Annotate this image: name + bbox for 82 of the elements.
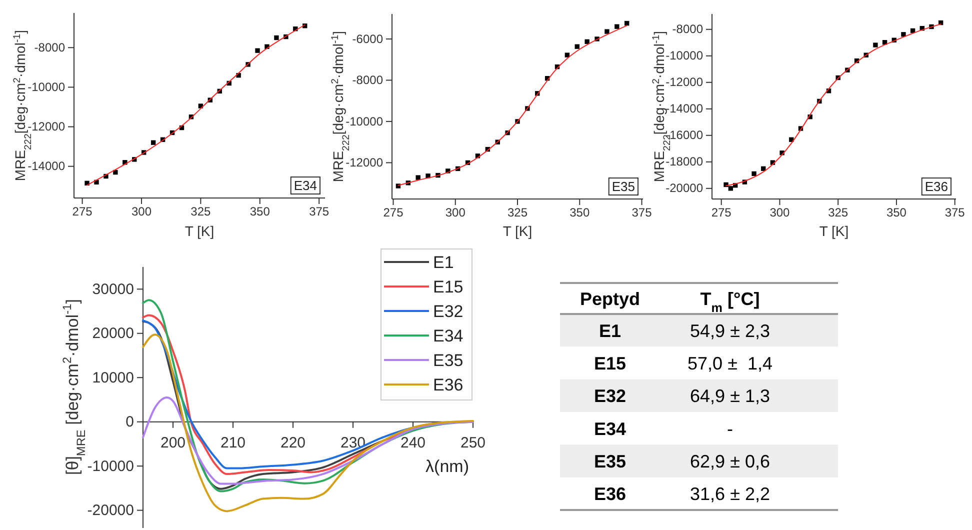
x-axis-title: λ(nm) <box>426 457 469 476</box>
y-tick-label: -6000 <box>352 32 384 46</box>
point <box>255 48 260 53</box>
x-axis-title: T [K] <box>819 223 849 239</box>
point <box>624 20 630 26</box>
y-tick-label: -8000 <box>672 22 704 36</box>
x-axis-title: T [K] <box>502 223 532 239</box>
point <box>752 171 756 176</box>
point <box>614 24 620 29</box>
y-tick-label: -12000 <box>666 75 704 90</box>
text: 31,6 ± 2,2 <box>690 484 770 504</box>
y-tick-label: -20000 <box>87 502 134 520</box>
y-tick-label: 0 <box>126 414 134 431</box>
category-label: E32 <box>594 386 626 406</box>
x-tick-label: 325 <box>190 204 212 219</box>
text: T$_{m}$ [°C] <box>700 288 760 315</box>
legend-label: E15 <box>433 278 464 297</box>
y-tick-label: -12000 <box>346 156 384 170</box>
text: Peptyd <box>580 288 640 309</box>
x-tick-label: 275 <box>711 206 732 220</box>
category-label: E34 <box>594 418 626 439</box>
point <box>604 29 610 34</box>
x-tick-label: 350 <box>250 204 270 219</box>
x-tick-label: 375 <box>309 204 330 219</box>
text: 54,9 ± 2,3 <box>690 320 770 341</box>
point <box>574 44 580 49</box>
x-tick-label: 300 <box>131 204 152 219</box>
annotation: E35 <box>612 179 635 194</box>
legend-label: E32 <box>433 302 464 322</box>
x-tick-label: 220 <box>280 434 306 452</box>
y-tick-label: 10000 <box>92 369 134 386</box>
y-tick-label: -14000 <box>28 159 66 174</box>
y-tick-label: -10000 <box>28 80 66 94</box>
y-tick-label: -10000 <box>346 114 384 128</box>
x-tick-label: 240 <box>400 434 426 452</box>
x-tick-label: 275 <box>383 206 404 220</box>
x-tick-label: 300 <box>770 206 790 220</box>
x-tick-label: 325 <box>507 206 528 220</box>
category-label: E35 <box>594 451 626 472</box>
annotation: E34 <box>294 178 317 193</box>
point <box>873 42 878 48</box>
x-tick-label: 325 <box>828 206 848 220</box>
x-tick-label: 350 <box>886 206 907 220</box>
text: 62,9 ± 0,6 <box>690 451 770 472</box>
x-tick-label: 350 <box>570 206 590 220</box>
x-tick-label: 250 <box>460 434 486 452</box>
category-label: E1 <box>598 320 622 341</box>
point <box>728 186 734 191</box>
y-tick-label: -12000 <box>28 120 66 134</box>
x-tick-label: 275 <box>72 204 93 219</box>
y-tick-label: -10000 <box>87 458 134 475</box>
legend-label: E34 <box>433 326 464 346</box>
x-tick-label: 375 <box>632 206 652 220</box>
category-label: E15 <box>594 353 626 374</box>
y-tick-label: -10000 <box>666 48 704 63</box>
y-tick-label: -8000 <box>34 40 66 54</box>
point <box>274 35 279 40</box>
point <box>901 32 906 37</box>
y-tick-label: -14000 <box>666 102 704 116</box>
legend-label: E36 <box>433 376 464 395</box>
point <box>564 52 570 58</box>
point <box>584 39 590 44</box>
point <box>150 140 156 145</box>
point <box>416 175 420 180</box>
point <box>113 170 118 175</box>
text: 64,9 ± 1,3 <box>690 386 770 406</box>
x-tick-label: 375 <box>944 206 966 220</box>
text: 57,0 ± 1,4 <box>688 353 772 374</box>
x-tick-label: 210 <box>220 434 246 452</box>
category-label: E36 <box>594 484 626 504</box>
x-tick-label: 300 <box>445 206 466 220</box>
annotation: E36 <box>924 179 948 194</box>
legend-label: E1 <box>433 253 454 272</box>
x-tick-label: 200 <box>160 434 186 452</box>
x-axis-title: T [K] <box>184 223 214 239</box>
y-tick-label: -18000 <box>666 154 704 169</box>
y-tick-label: 20000 <box>92 325 134 342</box>
y-tick-label: -8000 <box>352 73 384 88</box>
y-tick-label: 30000 <box>92 280 134 298</box>
y-tick-label: -20000 <box>666 181 704 196</box>
legend-label: E35 <box>433 351 464 370</box>
text: - <box>727 418 733 439</box>
